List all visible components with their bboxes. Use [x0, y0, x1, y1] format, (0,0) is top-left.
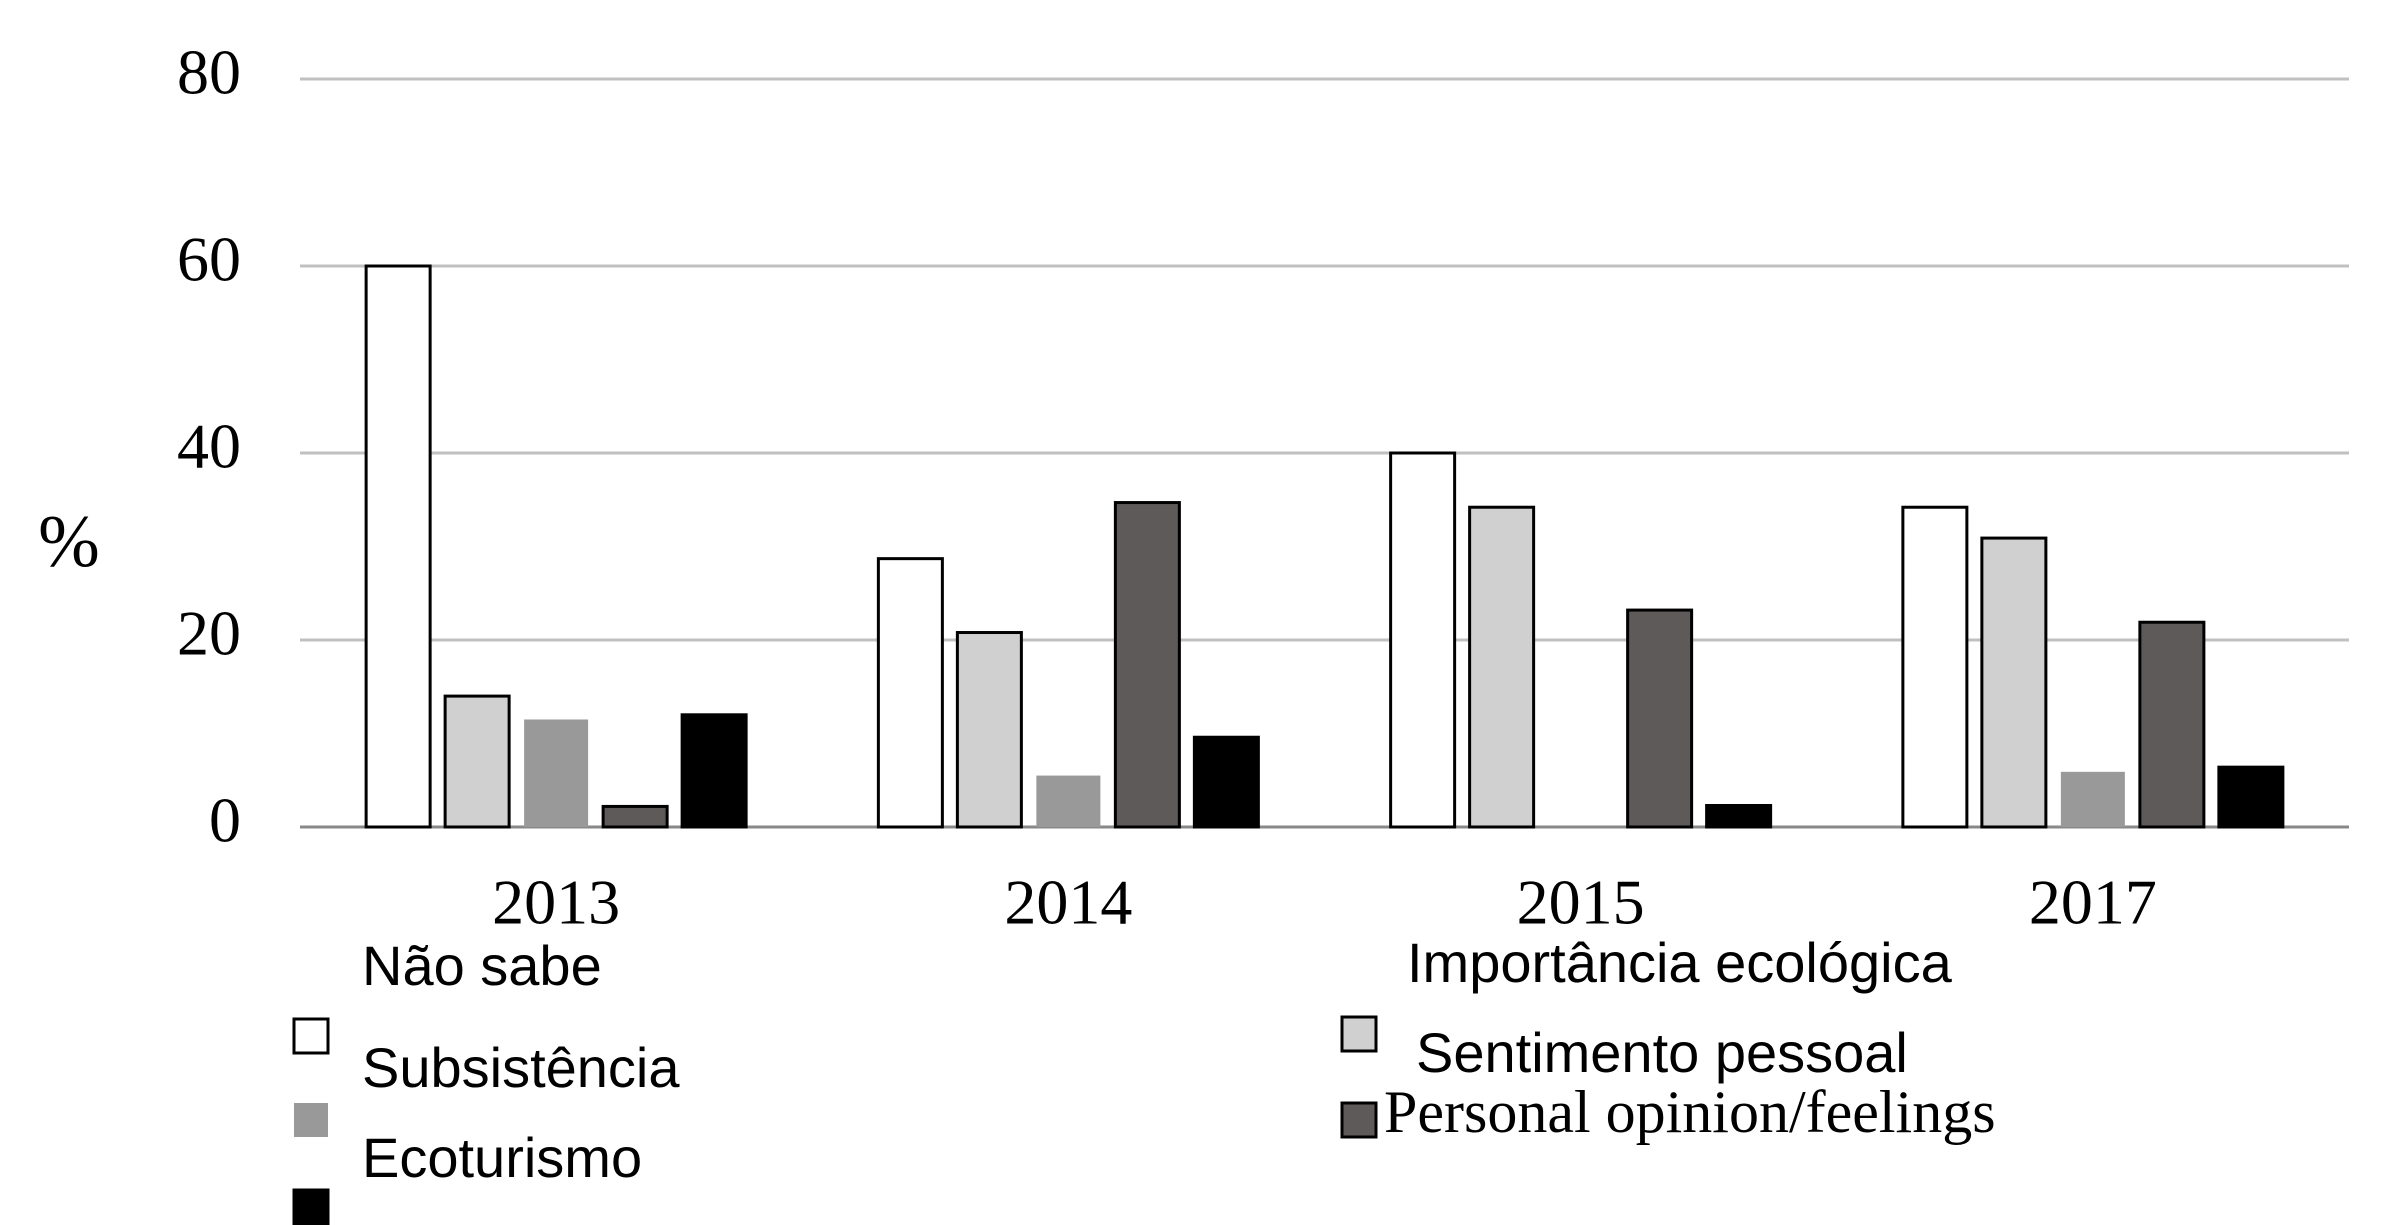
bar — [364, 264, 432, 829]
legend-label: Sentimento pessoal — [1416, 1021, 1908, 1084]
bar — [524, 719, 589, 827]
y-tick-label: 0 — [209, 785, 241, 856]
bar — [2138, 620, 2206, 829]
bar — [1626, 608, 1694, 829]
bar — [2217, 765, 2285, 829]
bar — [2060, 771, 2125, 827]
legend-swatch — [294, 1103, 328, 1137]
bar — [1705, 803, 1773, 829]
bar — [1901, 505, 1969, 829]
bar — [1468, 505, 1536, 829]
legend-label: Subsistência — [362, 1036, 680, 1099]
bar — [443, 694, 511, 829]
bar — [1036, 775, 1101, 827]
x-tick-label: 2015 — [1517, 867, 1645, 938]
bar — [955, 631, 1023, 829]
bar — [680, 713, 748, 829]
y-tick-label: 60 — [177, 224, 241, 295]
legend-label: Não sabe — [362, 934, 602, 997]
bar — [1389, 451, 1457, 829]
y-tick-label: 80 — [177, 37, 241, 108]
bar — [601, 804, 669, 829]
legend-original-text: Personal opinion/feelings — [1384, 1079, 1996, 1145]
y-axis-label: % — [38, 501, 100, 583]
x-tick-label: 2017 — [2029, 867, 2157, 938]
y-tick-label: 40 — [177, 411, 241, 482]
y-tick-label: 20 — [177, 598, 241, 669]
legend-label: Importância ecológica — [1407, 931, 1953, 994]
legend-swatch — [292, 1188, 330, 1225]
x-tick-label: 2014 — [1004, 867, 1132, 938]
bar — [1192, 735, 1260, 829]
legend-swatch — [292, 1017, 330, 1055]
x-tick-label: 2013 — [492, 867, 620, 938]
bar — [1980, 536, 2048, 829]
legend-label: Ecoturismo — [362, 1126, 642, 1189]
bar — [1113, 501, 1181, 829]
legend-swatch — [1340, 1015, 1378, 1053]
legend-swatch — [1340, 1101, 1378, 1139]
bar — [876, 557, 944, 829]
